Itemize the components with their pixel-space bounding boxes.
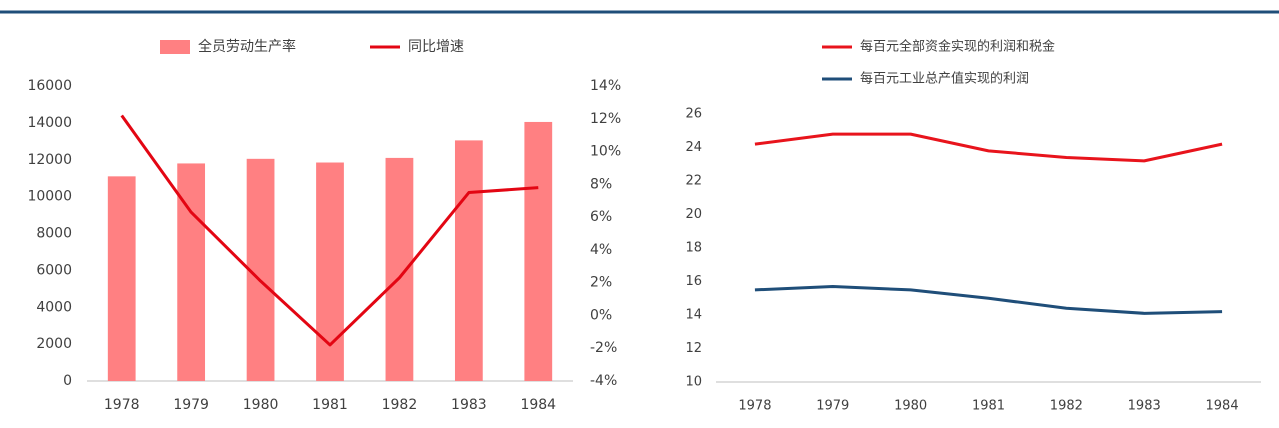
- y2-tick-label: -2%: [590, 340, 617, 356]
- bar: [385, 157, 414, 381]
- y-tick-label: 20: [685, 207, 702, 222]
- legend-label: 全员劳动生产率: [198, 38, 296, 55]
- bar: [316, 162, 344, 381]
- x-tick-label: 1978: [104, 397, 140, 413]
- y2-tick-label: -4%: [590, 373, 617, 389]
- y-tick-label: 12000: [27, 152, 72, 168]
- legend-swatch: [160, 40, 190, 54]
- y-tick-label: 26: [685, 107, 702, 122]
- x-tick-label: 1984: [1206, 399, 1239, 414]
- y2-tick-label: 0%: [590, 307, 612, 323]
- line: [120, 114, 539, 347]
- y-tick-label: 8000: [36, 226, 72, 242]
- y-tick-label: 16000: [27, 78, 72, 94]
- chart: 10 12 14 16 18 20 22 24 26 1978 1979 1980 1981 1982 19…: [685, 39, 1261, 414]
- y2-tick-label: 8%: [590, 176, 612, 192]
- y2-tick-label: 12%: [590, 111, 621, 127]
- y-tick-label: 4000: [36, 299, 72, 315]
- y2-tick-label: 10%: [590, 144, 621, 160]
- bar: [454, 140, 483, 381]
- y2-tick-label: 6%: [590, 209, 612, 225]
- y2-tick-label: 14%: [590, 78, 621, 94]
- y-tick-label: 10: [685, 375, 702, 390]
- y2-tick-label: 4%: [590, 242, 612, 258]
- x-tick-label: 1981: [972, 399, 1005, 414]
- y-tick-label: 12: [685, 341, 702, 356]
- y-tick-label: 14000: [27, 115, 72, 131]
- x-tick-label: 1983: [1128, 399, 1161, 414]
- y-tick-label: 10000: [27, 189, 72, 205]
- x-tick-label: 1981: [312, 397, 348, 413]
- x-tick-label: 1980: [243, 397, 279, 413]
- x-tick-label: 1984: [520, 397, 556, 413]
- x-tick-label: 1983: [451, 397, 487, 413]
- x-tick-label: 1982: [1050, 399, 1083, 414]
- y2-tick-label: 2%: [590, 275, 612, 291]
- x-tick-label: 1982: [382, 397, 418, 413]
- y-tick-label: 16: [685, 274, 702, 289]
- legend-label: 每百元工业总产值实现的利润: [860, 71, 1029, 87]
- bar: [107, 176, 136, 381]
- bar: [177, 163, 206, 381]
- y-tick-label: 22: [685, 174, 702, 189]
- x-tick-label: 1979: [173, 397, 209, 413]
- line: [754, 285, 1223, 315]
- chart: 0 2000 4000 6000 8000 10000 12000 14000 16000 -4%…: [27, 38, 621, 413]
- y-tick-label: 0: [63, 373, 72, 389]
- x-tick-label: 1980: [894, 399, 927, 414]
- x-tick-label: 1978: [738, 399, 771, 414]
- y-tick-label: 14: [685, 308, 702, 323]
- y-tick-label: 2000: [36, 336, 72, 352]
- bar: [524, 121, 553, 381]
- line: [754, 132, 1223, 163]
- y-tick-label: 6000: [36, 262, 72, 278]
- y-tick-label: 18: [685, 241, 702, 256]
- y-tick-label: 24: [685, 140, 702, 155]
- x-tick-label: 1979: [816, 399, 849, 414]
- legend-label: 每百元全部资金实现的利润和税金: [860, 39, 1055, 55]
- legend-label: 同比增速: [408, 39, 464, 55]
